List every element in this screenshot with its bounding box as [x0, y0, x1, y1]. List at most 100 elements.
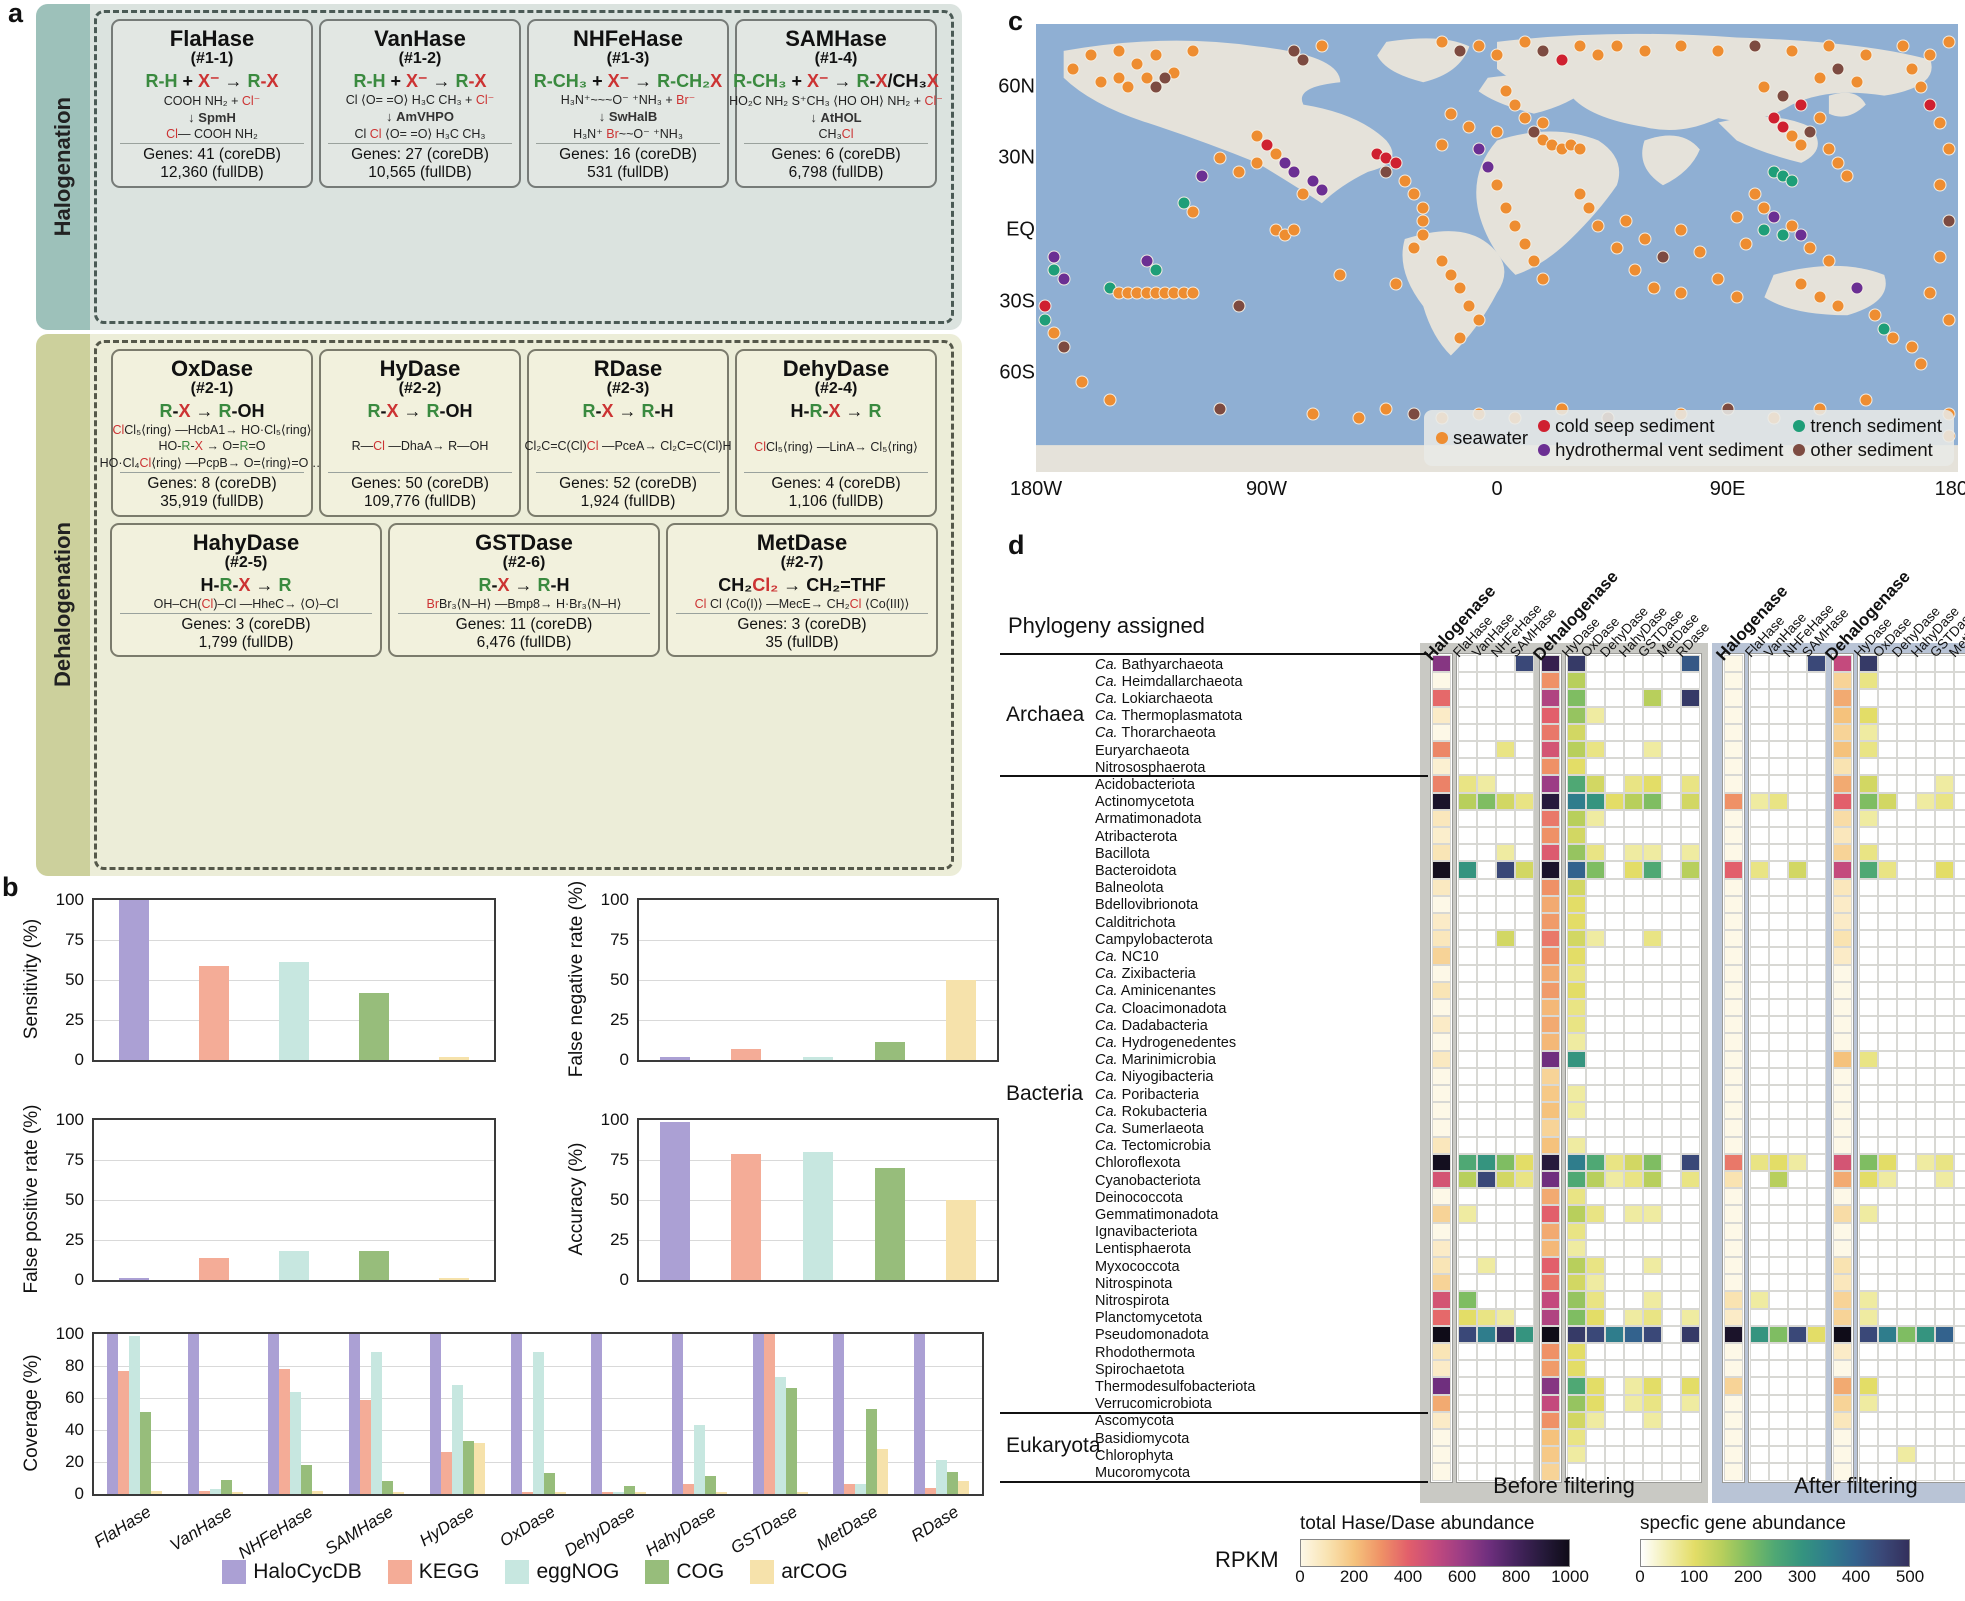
heatmap-cell: [1662, 827, 1681, 845]
heatmap-cell: [1624, 1274, 1643, 1292]
heatmap-cell: [1515, 1394, 1534, 1412]
heatmap-cell: [1605, 913, 1624, 931]
heatmap-cell: [1750, 878, 1769, 896]
bar-arCOG: [473, 1442, 485, 1494]
heatmap-cell: [1833, 1239, 1852, 1257]
heatmap-cell: [1643, 844, 1662, 862]
taxon-label: Ascomycota: [1095, 1413, 1174, 1430]
reaction-scheme: Cl₂C=C(Cl)Cl —PceA→ Cl₂C=C(Cl)H: [525, 422, 732, 470]
heatmap-cell: [1643, 1239, 1662, 1257]
sample-dot-sw: [1435, 35, 1449, 49]
heatmap-cell: [1750, 723, 1769, 741]
heatmap-cell: [1586, 895, 1605, 913]
heatmap-cell: [1859, 1205, 1878, 1223]
heatmap-cell: [1477, 1188, 1496, 1206]
bar-KEGG: [440, 1452, 452, 1494]
bar-arCOG: [439, 1278, 469, 1280]
heatmap-cell: [1643, 1291, 1662, 1309]
heatmap-cell: [1643, 1050, 1662, 1068]
heatmap-cell: [1605, 964, 1624, 982]
heatmap-cell: [1541, 1239, 1560, 1257]
heatmap-cell: [1567, 689, 1586, 707]
heatmap-cell: [1624, 1411, 1643, 1429]
heatmap-cell: [1605, 758, 1624, 776]
sample-dot-hv: [1306, 174, 1320, 188]
enzyme-card-metdase: MetDase (#2-7) CH₂Cl₂ → CH₂=THF Cl Cl ⟨Co(I…: [666, 522, 938, 658]
taxon-label: Rhodothermota: [1095, 1344, 1195, 1361]
bar-COG: [462, 1441, 474, 1494]
heatmap-cell: [1750, 655, 1769, 673]
sample-dot-os: [1232, 299, 1246, 313]
gene-counts: Genes: 41 (coreDB) 12,360 (fullDB): [119, 143, 305, 182]
heatmap-cell: [1833, 809, 1852, 827]
heatmap-cell: [1788, 1050, 1807, 1068]
heatmap-cell: [1769, 1308, 1788, 1326]
heatmap-cell: [1859, 1085, 1878, 1103]
heatmap-cell: [1724, 1377, 1743, 1395]
heatmap-cell: [1807, 1050, 1826, 1068]
sample-dot-sw: [1573, 39, 1587, 53]
bar-COG: [624, 1486, 636, 1494]
heatmap-cell: [1807, 861, 1826, 879]
heatmap-cell: [1432, 1429, 1451, 1447]
heatmap-cell: [1769, 1429, 1788, 1447]
scheme-line: Cl Cl ⟨O= =O⟩ H₃C CH₃: [354, 127, 486, 142]
heatmap-cell: [1477, 1308, 1496, 1326]
sample-dot-sw: [1499, 84, 1513, 98]
scale-tick: 0: [1295, 1567, 1305, 1586]
heatmap-cell: [1477, 930, 1496, 948]
sample-dot-cs: [1767, 111, 1781, 125]
total-abundance-scale: total Hase/Dase abundance 0 200 400 600 800 10…: [1295, 1513, 1589, 1589]
heatmap-cell: [1916, 689, 1935, 707]
sample-dot-sw: [1674, 223, 1688, 237]
sample-dot-sw: [1306, 407, 1320, 421]
heatmap-cell: [1916, 1463, 1935, 1481]
heatmap-cell: [1807, 741, 1826, 759]
heatmap-cell: [1662, 741, 1681, 759]
heatmap-cell: [1496, 792, 1515, 810]
heatmap-cell: [1724, 1085, 1743, 1103]
heatmap-cell: [1954, 1446, 1965, 1464]
x-tick-label: HyDase: [416, 1502, 478, 1551]
bar-arCOG: [231, 1492, 243, 1494]
bar-arCOG: [554, 1492, 566, 1494]
heatmap-cell: [1954, 1153, 1965, 1171]
taxon-label: Ca. Lokiarchaeota: [1095, 690, 1213, 707]
heatmap-cell: [1878, 844, 1897, 862]
sample-dot-cs: [1555, 53, 1569, 67]
bar-KEGG: [844, 1484, 856, 1494]
heatmap-cell: [1605, 1411, 1624, 1429]
heatmap-cell: [1878, 1085, 1897, 1103]
heatmap-cell: [1807, 1222, 1826, 1240]
heatmap-cell: [1897, 1222, 1916, 1240]
heatmap-cell: [1605, 1239, 1624, 1257]
bar-HaloCycDB: [510, 1334, 522, 1494]
heatmap-cell: [1662, 878, 1681, 896]
card-id: (#1-4): [814, 50, 858, 68]
heatmap-cell: [1750, 1377, 1769, 1395]
heatmap-cell: [1567, 827, 1586, 845]
heatmap-cell: [1515, 1016, 1534, 1034]
coverage-chart: 0 20 40 60 80 100 Coverage (%) FlaHase VanHase NH…: [21, 1324, 984, 1563]
heatmap-cell: [1859, 999, 1878, 1017]
reaction-scheme: OH–CH(Cl)–Cl —HheC→ ⟨O⟩–Cl: [115, 596, 377, 611]
taxon-label: Basidiomycota: [1095, 1430, 1190, 1447]
heatmap-cell: [1681, 1153, 1700, 1171]
heatmap-cell: [1458, 741, 1477, 759]
lon-label-90E: 90E: [1709, 478, 1746, 500]
heatmap-cell: [1897, 1291, 1916, 1309]
bar-KEGG: [763, 1334, 775, 1494]
heatmap-cell: [1935, 1411, 1954, 1429]
heatmap-cell: [1541, 947, 1560, 965]
sample-dot-sw: [1462, 120, 1476, 134]
sample-dot-sw: [1407, 187, 1421, 201]
y-tick-label: 40: [65, 1420, 84, 1439]
heatmap-cell: [1477, 1016, 1496, 1034]
heatmap-cell: [1681, 809, 1700, 827]
heatmap-cell: [1916, 1239, 1935, 1257]
sample-dot-sw: [1859, 48, 1873, 62]
heatmap-cell: [1541, 1308, 1560, 1326]
heatmap-cell: [1458, 1446, 1477, 1464]
y-tick-label: 50: [610, 1190, 629, 1209]
heatmap-cell: [1769, 655, 1788, 673]
